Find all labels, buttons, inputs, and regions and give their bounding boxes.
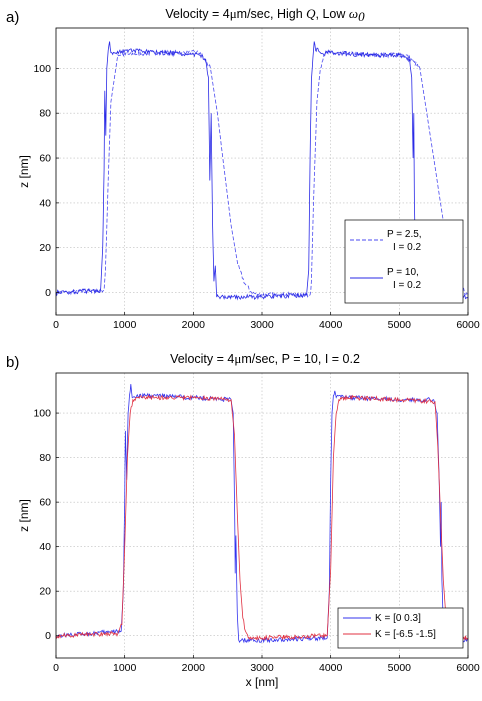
chart-a: a) Velocity = 4μm/sec, High Q, Low ω0 0 1… xyxy=(6,6,480,331)
chart-b-legend: K = [0 0.3] K = [-6.5 -1.5] xyxy=(337,607,464,649)
chart-b-y-tick-label: 60 xyxy=(39,497,51,509)
chart-a-legend-label-1-line1: P = 2.5, xyxy=(387,229,422,240)
chart-b-x-tick-label: 2000 xyxy=(182,662,206,674)
chart-b-ticks: 0 1000 2000 3000 4000 5000 6000 0 20 40 60 80 100 xyxy=(33,408,479,674)
chart-a-legend-label-2-line2: I = 0.2 xyxy=(393,280,422,291)
chart-b-x-tick-label: 3000 xyxy=(250,662,274,674)
chart-b-legend-label-1: K = [0 0.3] xyxy=(375,613,421,624)
chart-b-series xyxy=(55,384,469,644)
chart-a-legend-box xyxy=(344,219,464,304)
chart-a-x-tick-label: 0 xyxy=(53,319,59,331)
chart-a-title: Velocity = 4μm/sec, High Q, Low ω0 xyxy=(165,6,365,24)
chart-a-x-tick-label: 5000 xyxy=(388,319,412,331)
chart-b-y-axis-label: z [nm] xyxy=(17,499,31,532)
chart-b-x-tick-label: 1000 xyxy=(113,662,137,674)
chart-a-series xyxy=(55,41,469,301)
chart-a-y-tick-label: 0 xyxy=(45,287,51,299)
chart-b-title: Velocity = 4μm/sec, P = 10, I = 0.2 xyxy=(170,351,360,366)
chart-a-legend: P = 2.5, I = 0.2 P = 10, I = 0.2 xyxy=(344,219,464,304)
chart-a-x-tick-label: 4000 xyxy=(319,319,343,331)
chart-b-x-tick-label: 6000 xyxy=(456,662,480,674)
panel-label-a: a) xyxy=(6,9,19,26)
panel-label-b: b) xyxy=(6,354,19,371)
chart-b-legend-box xyxy=(337,607,464,649)
chart-a-ticks: 0 1000 2000 3000 4000 5000 6000 0 20 40 60 80 100 xyxy=(33,63,479,331)
chart-b-x-tick-label: 0 xyxy=(53,662,59,674)
chart-a-legend-label-1-line2: I = 0.2 xyxy=(393,242,422,253)
chart-a-x-tick-label: 6000 xyxy=(456,319,480,331)
chart-b-y-tick-label: 0 xyxy=(45,630,51,642)
chart-a-legend-label-2-line1: P = 10, xyxy=(387,267,419,278)
chart-a-series-2-line xyxy=(55,41,469,301)
chart-b-x-tick-label: 4000 xyxy=(319,662,343,674)
chart-b-x-tick-label: 5000 xyxy=(388,662,412,674)
chart-b-x-axis-label: x [nm] xyxy=(246,675,279,689)
chart-a-y-tick-label: 80 xyxy=(39,108,51,120)
chart-a-x-tick-label: 2000 xyxy=(182,319,206,331)
chart-b-y-tick-label: 20 xyxy=(39,586,51,598)
chart-a-x-tick-label: 3000 xyxy=(250,319,274,331)
chart-a-series-1-line xyxy=(55,49,469,298)
chart-a-y-tick-label: 40 xyxy=(39,197,51,209)
chart-b: b) Velocity = 4μm/sec, P = 10, I = 0.2 0… xyxy=(6,351,480,689)
chart-a-x-tick-label: 1000 xyxy=(113,319,137,331)
chart-b-y-tick-label: 100 xyxy=(33,408,51,420)
chart-b-legend-label-2: K = [-6.5 -1.5] xyxy=(375,629,436,640)
chart-a-y-axis-label: z [nm] xyxy=(17,155,31,188)
chart-a-y-tick-label: 20 xyxy=(39,242,51,254)
chart-b-y-tick-label: 40 xyxy=(39,541,51,553)
chart-b-series-1-line xyxy=(55,384,469,644)
chart-b-series-2-line xyxy=(55,394,469,641)
chart-a-y-tick-label: 100 xyxy=(33,63,51,75)
chart-a-y-tick-label: 60 xyxy=(39,153,51,165)
chart-b-y-tick-label: 80 xyxy=(39,452,51,464)
